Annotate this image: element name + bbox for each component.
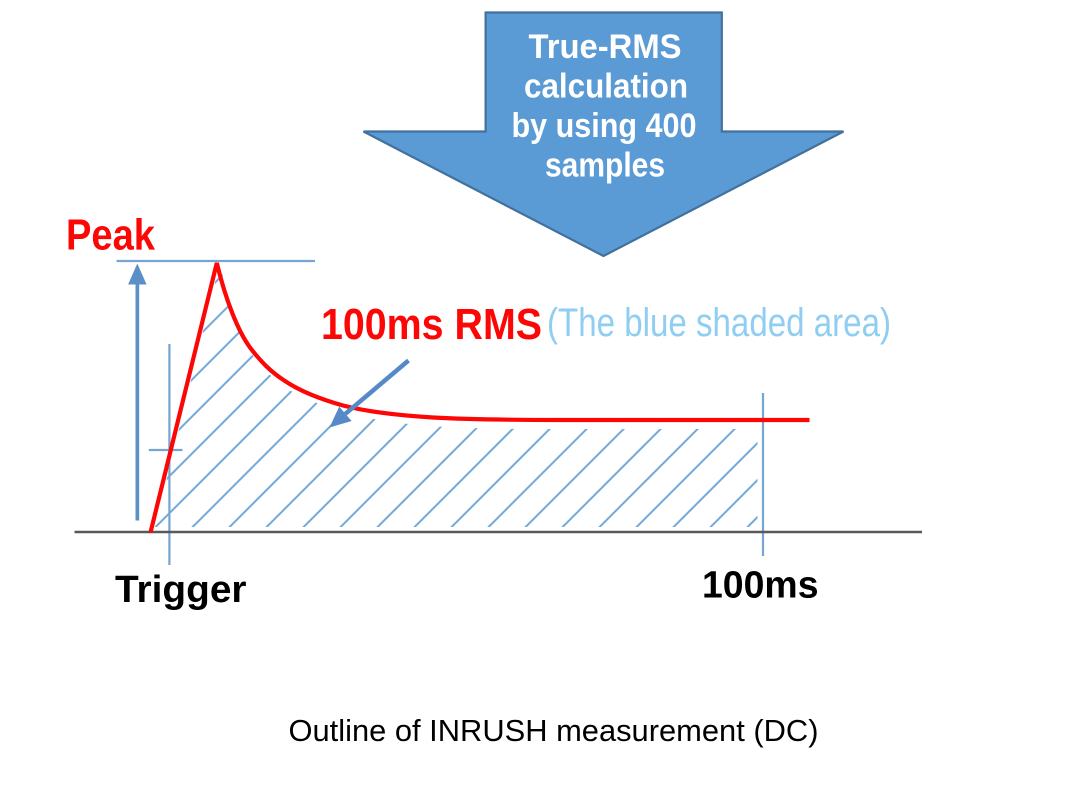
svg-text:calculation: calculation (524, 68, 688, 106)
svg-text:(The blue shaded area): (The blue shaded area) (547, 301, 891, 345)
svg-text:Outline of INRUSH measurement: Outline of INRUSH measurement (DC) (289, 713, 819, 748)
svg-text:100ms RMS: 100ms RMS (321, 300, 542, 349)
svg-text:samples: samples (545, 146, 665, 184)
svg-text:by using 400: by using 400 (512, 107, 697, 145)
svg-text:True-RMS: True-RMS (529, 28, 682, 66)
svg-text:Peak: Peak (66, 210, 155, 259)
svg-text:Trigger: Trigger (115, 569, 247, 611)
svg-text:100ms: 100ms (702, 565, 819, 607)
